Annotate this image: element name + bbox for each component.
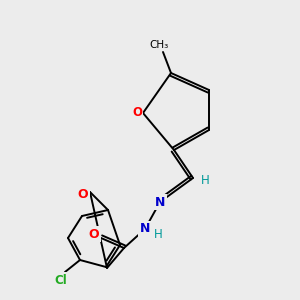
- Text: CH₃: CH₃: [149, 40, 169, 50]
- Text: H: H: [154, 227, 162, 241]
- Text: O: O: [89, 227, 99, 241]
- Text: H: H: [201, 173, 209, 187]
- Text: N: N: [140, 223, 150, 236]
- Text: O: O: [78, 188, 88, 202]
- Text: O: O: [132, 106, 142, 119]
- Text: N: N: [155, 196, 165, 208]
- Text: Cl: Cl: [55, 274, 68, 286]
